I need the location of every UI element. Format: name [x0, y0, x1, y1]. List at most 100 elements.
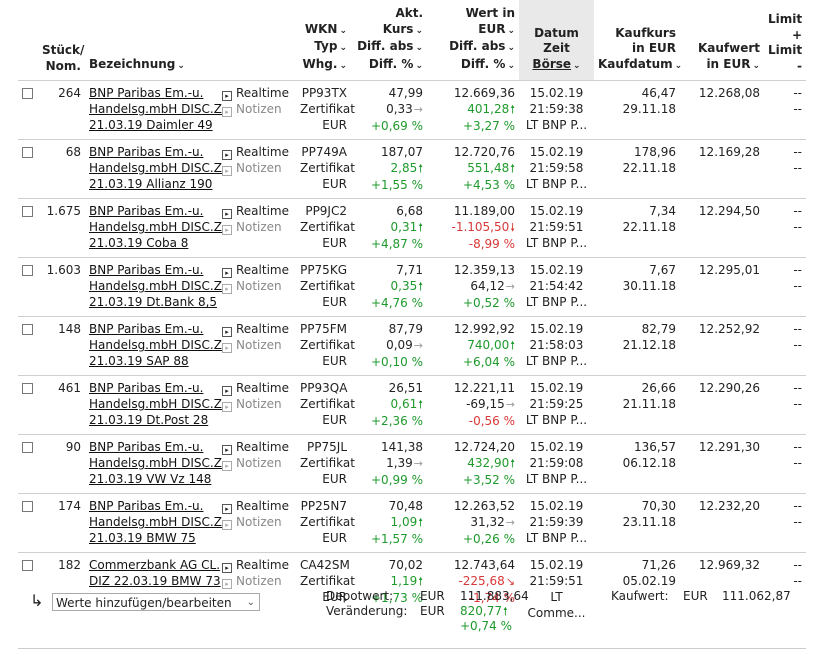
security-name-link[interactable]: Handelsg.mbH DISC.Z: [89, 279, 222, 293]
security-name-link[interactable]: Handelsg.mbH DISC.Z: [89, 456, 222, 470]
security-name-link[interactable]: 21.03.19 SAP 88: [89, 354, 189, 368]
boerse-value: LT: [550, 590, 563, 604]
header-kaufkurs[interactable]: Kaufkurs in EUR Kaufdatum ⌄: [594, 0, 682, 81]
row-checkbox[interactable]: [22, 383, 33, 394]
row-checkbox[interactable]: [22, 147, 33, 158]
quantity: 182: [38, 552, 85, 626]
chevron-down-icon: ⌄: [507, 25, 515, 36]
arrow-up-icon: 🠕: [503, 605, 508, 618]
security-name-link[interactable]: Handelsg.mbH DISC.Z: [89, 397, 222, 411]
current-price: 47,99 0,33→ +0,69 %: [351, 80, 427, 140]
notizen-link[interactable]: ▸ Notizen: [222, 573, 292, 589]
play-icon: ▸: [222, 209, 232, 219]
play-icon: ▸: [222, 166, 232, 176]
security-name-link[interactable]: 21.03.19 VW Vz 148: [89, 472, 212, 486]
notizen-link[interactable]: ▸ Notizen: [222, 160, 292, 176]
realtime-link[interactable]: ▸ Realtime: [222, 85, 292, 101]
header-stueck[interactable]: Stück/Nom.: [38, 0, 85, 81]
security-name-link[interactable]: Handelsg.mbH DISC.Z: [89, 102, 222, 116]
limits: -- --: [764, 375, 806, 435]
notizen-link[interactable]: ▸ Notizen: [222, 101, 292, 117]
purchase-price: 136,57 06.12.18: [594, 434, 680, 494]
security-name-link[interactable]: BNP Paribas Em.-u.: [89, 86, 204, 100]
notizen-link[interactable]: ▸ Notizen: [222, 396, 292, 412]
table-row: 1.603 BNP Paribas Em.-u. Handelsg.mbH DISC…: [18, 257, 806, 317]
notizen-link[interactable]: ▸ Notizen: [222, 514, 292, 530]
purchase-value: 12.268,08: [680, 80, 764, 140]
row-select-cell: [18, 434, 38, 494]
date-time-exchange: 15.02.19 21:59:51 LT BNP P...: [519, 198, 594, 258]
arrow-up-icon: 🠕: [418, 221, 423, 234]
security-name-link[interactable]: Handelsg.mbH DISC.Z: [89, 220, 222, 234]
row-checkbox[interactable]: [22, 324, 33, 335]
play-icon: ▸: [222, 225, 232, 235]
value-eur: 12.669,36 401,28🠕 +3,27 %: [427, 80, 519, 140]
veraenderung-currency: EUR: [420, 604, 445, 618]
header-wert[interactable]: Wert in EUR ⌄ Diff. abs ⌄ Diff. % ⌄: [427, 0, 519, 81]
chevron-down-icon: ⌄: [415, 25, 423, 36]
security-name-link[interactable]: BNP Paribas Em.-u.: [89, 322, 204, 336]
header-wkn[interactable]: WKN ⌄ Typ ⌄ Whg. ⌄: [296, 0, 351, 81]
chevron-down-icon: ⌄: [177, 60, 185, 71]
purchase-value: 12.295,01: [680, 257, 764, 317]
row-checkbox[interactable]: [22, 442, 33, 453]
security-name-link[interactable]: BNP Paribas Em.-u.: [89, 263, 204, 277]
select-value: Werte hinzufügen/bearbeiten: [56, 596, 232, 610]
notizen-link[interactable]: ▸ Notizen: [222, 455, 292, 471]
security-name-link[interactable]: DIZ 22.03.19 BMW 73: [89, 574, 221, 588]
play-icon: ▸: [222, 563, 232, 573]
security-name-link[interactable]: Handelsg.mbH DISC.Z: [89, 338, 222, 352]
row-checkbox[interactable]: [22, 88, 33, 99]
realtime-link[interactable]: ▸ Realtime: [222, 144, 292, 160]
security-name-link[interactable]: BNP Paribas Em.-u.: [89, 440, 204, 454]
realtime-link[interactable]: ▸ Realtime: [222, 203, 292, 219]
security-name: Commerzbank AG CL. DIZ 22.03.19 BMW 73: [85, 552, 221, 626]
realtime-link[interactable]: ▸ Realtime: [222, 262, 292, 278]
play-icon: ▸: [222, 343, 232, 353]
header-bezeichnung[interactable]: Bezeichnung ⌄: [85, 0, 218, 81]
security-name-link[interactable]: 21.03.19 BMW 75: [89, 531, 196, 545]
header-kurs[interactable]: Akt. Kurs ⌄ Diff. abs ⌄ Diff. % ⌄: [351, 0, 427, 81]
security-name-link[interactable]: BNP Paribas Em.-u.: [89, 145, 204, 159]
security-name-link[interactable]: BNP Paribas Em.-u.: [89, 499, 204, 513]
notizen-link[interactable]: ▸ Notizen: [222, 337, 292, 353]
quantity: 461: [38, 375, 85, 435]
security-name-link[interactable]: BNP Paribas Em.-u.: [89, 381, 204, 395]
security-name-link[interactable]: 21.03.19 Coba 8: [89, 236, 189, 250]
quantity: 1.675: [38, 198, 85, 258]
realtime-link[interactable]: ▸ Realtime: [222, 380, 292, 396]
arrow-right-icon: →: [413, 103, 423, 116]
row-checkbox[interactable]: [22, 501, 33, 512]
boerse-value: LT BNP P...: [525, 354, 588, 368]
chevron-down-icon: ⌄: [415, 60, 423, 71]
security-name-link[interactable]: Handelsg.mbH DISC.Z: [89, 515, 222, 529]
add-edit-values-select[interactable]: Werte hinzufügen/bearbeiten ⌄: [52, 593, 260, 611]
limits: -- --: [764, 139, 806, 199]
realtime-link[interactable]: ▸ Realtime: [222, 439, 292, 455]
play-icon: ▸: [222, 402, 232, 412]
play-icon: ▸: [222, 520, 232, 530]
security-name-link[interactable]: BNP Paribas Em.-u.: [89, 204, 204, 218]
security-name-link[interactable]: Handelsg.mbH DISC.Z: [89, 161, 222, 175]
security-name-link[interactable]: 21.03.19 Allianz 190: [89, 177, 213, 191]
realtime-link[interactable]: ▸ Realtime: [222, 321, 292, 337]
realtime-link[interactable]: ▸ Realtime: [222, 557, 292, 573]
header-limit[interactable]: Limit + Limit -: [764, 0, 806, 81]
realtime-link[interactable]: ▸ Realtime: [222, 498, 292, 514]
row-checkbox[interactable]: [22, 560, 33, 571]
security-name-link[interactable]: 21.03.19 Daimler 49: [89, 118, 213, 132]
notizen-link[interactable]: ▸ Notizen: [222, 219, 292, 235]
wkn-type-currency: PP93TX Zertifikat EUR: [296, 80, 355, 140]
header-checkbox: [18, 0, 38, 81]
header-datum[interactable]: Datum Zeit Börse ⌄: [519, 0, 594, 81]
security-name-link[interactable]: 21.03.19 Dt.Bank 8,5: [89, 295, 218, 309]
row-checkbox[interactable]: [22, 206, 33, 217]
date-time-exchange: 15.02.19 21:59:25 LT BNP P...: [519, 375, 594, 435]
purchase-value: 12.232,20: [680, 493, 764, 553]
security-name-link[interactable]: Commerzbank AG CL.: [89, 558, 221, 572]
security-name: BNP Paribas Em.-u. Handelsg.mbH DISC.Z 21.…: [85, 493, 222, 553]
row-checkbox[interactable]: [22, 265, 33, 276]
header-kaufwert[interactable]: Kaufwert in EUR ⌄: [680, 0, 764, 81]
security-name-link[interactable]: 21.03.19 Dt.Post 28: [89, 413, 209, 427]
notizen-link[interactable]: ▸ Notizen: [222, 278, 292, 294]
